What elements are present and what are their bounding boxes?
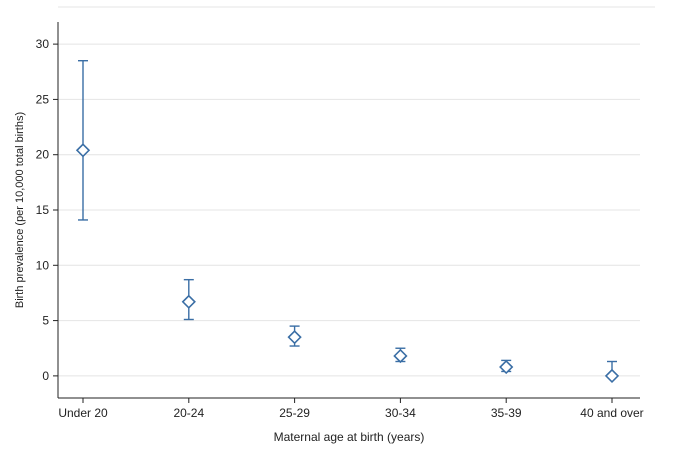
y-tick-label: 10 [36, 258, 50, 272]
x-tick-label: 40 and over [580, 406, 643, 420]
x-tick-label: 20-24 [173, 406, 204, 420]
y-tick-labels: 0 5 10 15 20 25 30 [36, 37, 50, 383]
y-tick-label: 15 [36, 203, 50, 217]
data-point-marker [287, 330, 302, 345]
y-tick-label: 20 [36, 148, 50, 162]
x-axis-title: Maternal age at birth (years) [274, 430, 425, 444]
data-point-marker [393, 348, 408, 364]
data-point-marker [181, 294, 196, 309]
x-tick-label: 25-29 [279, 406, 310, 420]
y-tick-label: 30 [36, 37, 50, 51]
axes [53, 6, 655, 403]
x-tick-label: 30-34 [385, 406, 416, 420]
gridlines [58, 43, 640, 377]
data-point-marker [75, 143, 91, 158]
data-point-marker [499, 359, 514, 375]
y-axis-title: Birth prevalence (per 10,000 total birth… [14, 112, 26, 308]
data-points [75, 143, 620, 384]
y-tick-label: 0 [42, 369, 49, 383]
x-tick-labels: Under 20 20-24 25-29 30-34 35-39 40 and over [58, 406, 643, 420]
error-bar [78, 60, 88, 221]
x-tick-label: Under 20 [58, 406, 108, 420]
x-tick-label: 35-39 [491, 406, 522, 420]
error-bars [78, 60, 617, 377]
data-point-marker [604, 368, 620, 384]
y-tick-label: 5 [42, 314, 49, 328]
y-tick-label: 25 [36, 92, 50, 106]
